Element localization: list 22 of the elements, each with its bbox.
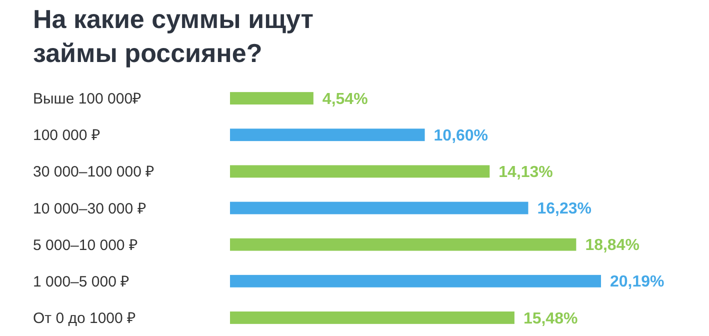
y-tick-label: Выше 100 000₽: [33, 90, 142, 108]
data-label: 15,48%: [523, 310, 578, 328]
data-label: 18,84%: [585, 237, 640, 254]
y-tick-label: 5 000–10 000 ₽: [33, 236, 138, 254]
data-label: 16,23%: [537, 200, 592, 218]
y-tick-label: 100 000 ₽: [33, 127, 100, 144]
y-tick-label: 30 000–100 000 ₽: [33, 164, 155, 181]
y-tick-label: 10 000–30 000 ₽: [33, 200, 146, 218]
bar: [230, 128, 425, 142]
bar: [230, 92, 314, 105]
data-label: 10,60%: [434, 127, 488, 144]
bar: [230, 238, 576, 251]
data-label: 4,54%: [322, 90, 368, 108]
y-tick-label: 1 000–5 000 ₽: [33, 273, 130, 290]
bar: [230, 274, 601, 288]
data-label: 20,19%: [610, 274, 664, 291]
data-label: 14,13%: [498, 164, 553, 182]
bar: [230, 311, 514, 324]
chart-title: На какие суммы ищут займы россияне?: [33, 3, 315, 70]
bar: [230, 202, 528, 214]
y-tick-label: От 0 до 1000 ₽: [33, 310, 136, 327]
bar: [230, 165, 490, 178]
